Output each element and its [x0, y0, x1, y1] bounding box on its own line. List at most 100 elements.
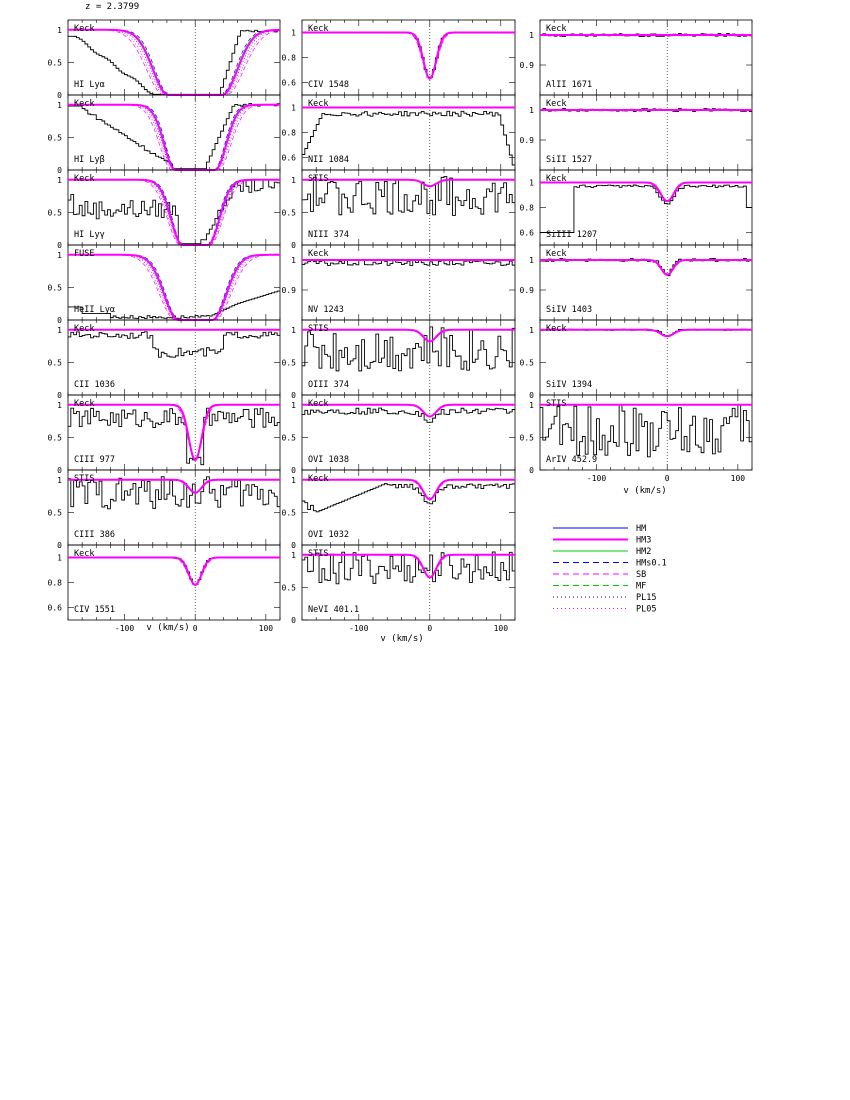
observed-spectrum	[540, 258, 752, 277]
model-mf-line	[68, 557, 280, 586]
x-tick-label: 100	[259, 624, 274, 633]
y-tick-label: 0.5	[48, 358, 63, 367]
panel-nv-1243: 0.9 1 Keck NV 1243	[282, 244, 516, 321]
model-pl15-line	[302, 404, 515, 417]
model-hm-line	[302, 32, 515, 80]
model-hm3-line	[68, 403, 280, 462]
model-mf-line	[540, 259, 752, 276]
legend-entry-hm2: HM2	[553, 547, 651, 557]
x-tick-label: 0	[665, 474, 670, 483]
y-tick-label: 1	[57, 554, 62, 563]
observed-spectrum	[68, 290, 280, 319]
instrument-label: Keck	[546, 24, 566, 34]
model-hm3-line	[302, 403, 515, 418]
panel-siiv-1394: 0 0.5 1 Keck SiIV 1394	[520, 319, 753, 400]
panel-niii-374: 0 0.5 1 STIS NIII 374	[282, 169, 516, 250]
y-tick-label: 1	[291, 104, 296, 113]
ion-label: CIV 1551	[74, 605, 115, 615]
ion-label: HeII Lyα	[74, 305, 115, 315]
model-hm3-line	[540, 259, 752, 277]
y-tick-label: 0.5	[48, 133, 63, 142]
y-tick-label: 1	[57, 176, 62, 185]
x-axis-label-col2: v (km/s)	[380, 634, 423, 644]
y-tick-label: 0	[291, 541, 296, 550]
y-tick-label: 0.8	[48, 579, 63, 588]
x-tick-label: 100	[494, 624, 509, 633]
ion-label: OVI 1038	[308, 455, 349, 465]
model-hm3-line	[302, 328, 515, 343]
observed-spectrum	[68, 179, 280, 245]
model-hm-line	[68, 404, 280, 461]
y-tick-label: 1	[291, 476, 296, 485]
y-tick-label: 0.9	[520, 61, 535, 70]
panel-ovi-1038: 0 0.5 1 Keck OVI 1038	[282, 394, 516, 475]
instrument-label: Keck	[546, 174, 566, 184]
panel-siiii-1207: 0.6 0.8 1 Keck SiIII 1207	[520, 169, 753, 246]
instrument-label: Keck	[546, 249, 566, 259]
panel-nevi-401-1: 0 0.5 1 STIS NeVI 401.1 -100 0 100	[282, 544, 516, 633]
model-hm-line	[302, 554, 515, 579]
model-hm2-line	[302, 329, 515, 342]
legend-entry-hms01: HMs0.1	[553, 559, 667, 569]
y-tick-label: 1	[529, 106, 534, 115]
panel-civ-1548: 0.6 0.8 1 Keck CIV 1548	[282, 19, 516, 96]
ion-label: SiIII 1207	[546, 230, 597, 240]
panel-siiv-1403: 0.9 1 Keck SiIV 1403	[520, 244, 753, 321]
y-tick-label: 1	[529, 256, 534, 265]
model-pl05-line	[302, 32, 515, 80]
x-axis-label-col1: v (km/s)	[146, 623, 189, 633]
y-tick-label: 0	[291, 391, 296, 400]
legend-entry-pl15: PL15	[553, 593, 656, 603]
model-pl05-line	[68, 404, 280, 461]
instrument-label: STIS	[308, 174, 328, 184]
panel-heii-ly-: 0 0.5 1 FUSE HeII Lyα	[48, 244, 281, 325]
legend-entry-hm3: HM3	[553, 536, 651, 546]
y-tick-label: 0	[57, 466, 62, 475]
y-tick-label: 0	[529, 391, 534, 400]
spectral-panels: 0 0.5 1 Keck HI Lyα 0 0.5 1 Keck HI Lyβ 0 0.5 1 Keck H…	[48, 19, 753, 633]
ion-label: HI Lyβ	[74, 155, 105, 165]
model-hm3-line	[68, 253, 281, 321]
observed-spectrum	[540, 184, 752, 233]
y-tick-label: 1	[291, 401, 296, 410]
instrument-label: STIS	[74, 474, 94, 484]
model-pl05-line	[302, 404, 515, 417]
panel-oiii-374: 0 0.5 1 STIS OIII 374	[282, 319, 516, 400]
instrument-label: Keck	[308, 249, 328, 259]
model-pl15-line	[302, 554, 515, 578]
y-tick-label: 1	[291, 551, 296, 560]
ion-label: NII 1084	[308, 155, 349, 165]
observed-spectrum	[302, 31, 515, 78]
observed-spectrum	[302, 110, 515, 166]
y-tick-label: 1	[57, 401, 62, 410]
model-mf-line	[302, 329, 515, 342]
model-mf-line	[302, 32, 515, 80]
panel-hi-ly-: 0 0.5 1 Keck HI Lyγ	[48, 169, 281, 250]
y-tick-label: 0.5	[48, 433, 63, 442]
model-hm-line	[302, 479, 515, 500]
ion-label: HI Lyγ	[74, 230, 105, 240]
y-tick-label: 0	[57, 316, 62, 325]
x-tick-label: -100	[349, 624, 368, 633]
y-tick-label: 0	[529, 466, 534, 475]
y-tick-label: 0.6	[282, 154, 297, 163]
instrument-label: Keck	[546, 324, 566, 334]
model-hm2-line	[302, 404, 515, 417]
instrument-label: Keck	[308, 399, 328, 409]
y-tick-label: 0	[57, 91, 62, 100]
legend-label: SB	[636, 570, 646, 580]
legend-label: PL05	[636, 605, 656, 615]
y-tick-label: 1	[57, 476, 62, 485]
y-tick-label: 0	[291, 616, 296, 625]
model-hm-line	[68, 479, 280, 494]
model-hms01-line	[302, 554, 515, 578]
y-tick-label: 0.5	[48, 283, 63, 292]
model-hms01-line	[540, 259, 752, 276]
legend-label: PL15	[636, 593, 656, 603]
observed-spectrum	[68, 476, 280, 510]
redshift-label: z = 2.3799	[85, 2, 139, 12]
ion-label: NeVI 401.1	[308, 605, 359, 615]
y-tick-label: 0.5	[282, 583, 297, 592]
instrument-label: Keck	[546, 99, 566, 109]
